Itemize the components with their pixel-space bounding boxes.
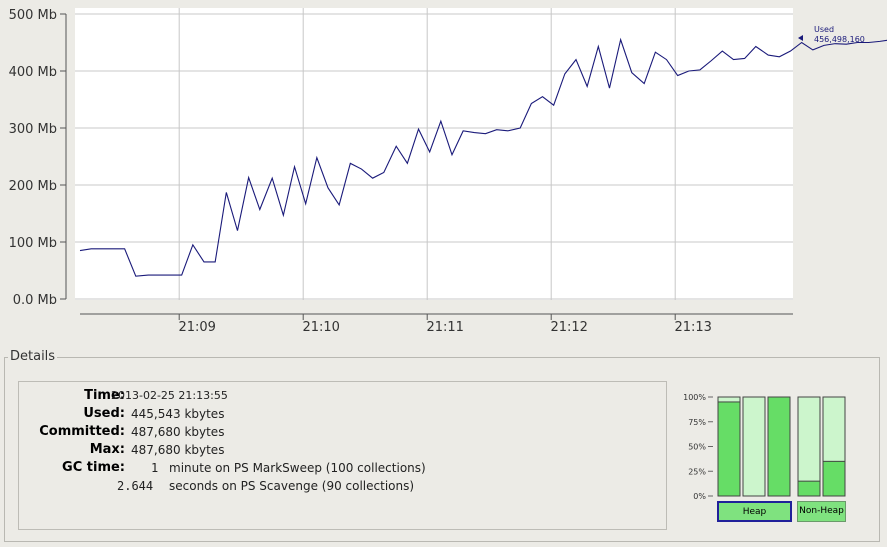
x-tick-label: 21:13 xyxy=(674,320,711,335)
y-tick-label: 300 Mb xyxy=(9,122,57,137)
max-label: Max: xyxy=(89,442,125,457)
details-box: Time: 2013-02-25 21:13:55 Used: 445,543 … xyxy=(18,381,667,530)
committed-label: Committed: xyxy=(39,424,125,439)
y-tick-label: 200 Mb xyxy=(9,179,57,194)
time-value: 2013-02-25 21:13:55 xyxy=(111,389,228,402)
gc-label: GC time: xyxy=(62,460,125,475)
plot-area xyxy=(75,8,793,300)
used-row: Used: 445,543 kbytes xyxy=(19,405,659,423)
committed-row: Committed: 487,680 kbytes xyxy=(19,423,659,441)
used-value: 445,543 kbytes xyxy=(131,407,225,421)
gc-scavenge-amount: 2.644 xyxy=(117,479,154,493)
chart-grid xyxy=(75,8,793,300)
gc-scavenge-text: seconds on PS Scavenge (90 collections) xyxy=(169,479,415,493)
time-row: Time: 2013-02-25 21:13:55 xyxy=(19,387,659,405)
gc-row-1: GC time: 1 minute on PS MarkSweep (100 c… xyxy=(19,459,659,477)
x-axis: 21:09 21:10 21:11 21:12 21:13 xyxy=(80,313,793,335)
x-tick-label: 21:11 xyxy=(426,320,463,335)
memory-chart: 500 Mb 400 Mb 300 Mb 200 Mb 100 Mb 0.0 Mb 21:… xyxy=(9,8,887,335)
y-tick-label: 400 Mb xyxy=(9,65,57,80)
time-label: Time: xyxy=(84,388,125,403)
y-tick-label: 100 Mb xyxy=(9,236,57,251)
gc-row-2: 2.644 seconds on PS Scavenge (90 collect… xyxy=(19,477,659,495)
legend-label: Used xyxy=(814,25,834,34)
legend-value: 456,498,160 xyxy=(814,35,865,44)
x-tick-label: 21:09 xyxy=(178,320,215,335)
max-row: Max: 487,680 kbytes xyxy=(19,441,659,459)
non-heap-button[interactable]: Non-Heap xyxy=(797,501,846,522)
y-axis: 500 Mb 400 Mb 300 Mb 200 Mb 100 Mb 0.0 Mb xyxy=(9,8,67,308)
legend-marker-icon xyxy=(798,35,803,41)
x-tick-label: 21:10 xyxy=(302,320,339,335)
committed-value: 487,680 kbytes xyxy=(131,425,225,439)
gc-markSweep-amount: 1 xyxy=(151,461,159,475)
y-tick-label: 0.0 Mb xyxy=(13,293,57,308)
max-value: 487,680 kbytes xyxy=(131,443,225,457)
y-tick-label: 500 Mb xyxy=(9,8,57,23)
gc-markSweep-text: minute on PS MarkSweep (100 collections) xyxy=(169,461,426,475)
details-title: Details xyxy=(8,349,58,364)
used-series-line xyxy=(79,37,887,277)
used-label: Used: xyxy=(83,406,125,421)
x-tick-label: 21:12 xyxy=(550,320,587,335)
chart-legend: Used 456,498,160 xyxy=(798,25,865,44)
heap-button[interactable]: Heap xyxy=(717,501,792,522)
details-panel xyxy=(4,357,880,542)
